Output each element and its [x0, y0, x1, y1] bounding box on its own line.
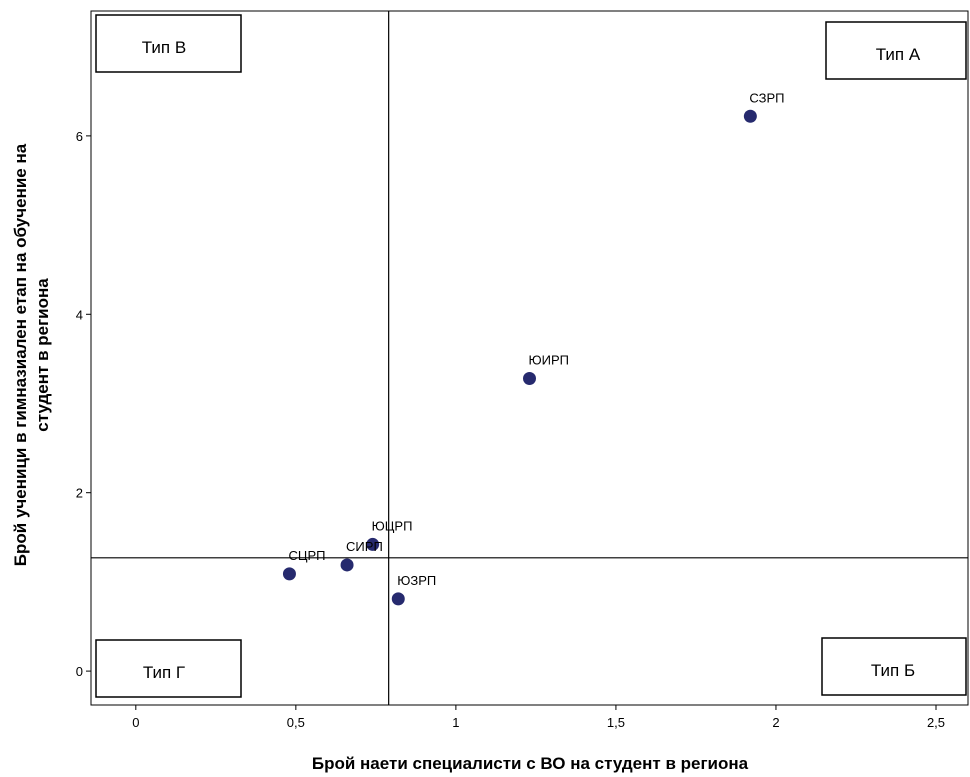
quadrant-box-bottom-right: Тип Б — [821, 637, 967, 696]
point-label: ЮЦРП — [372, 518, 413, 533]
x-tick-label: 0 — [132, 715, 139, 730]
quadrant-box-bottom-left: Тип Г — [95, 639, 242, 698]
y-tick-label: 6 — [76, 129, 83, 144]
x-tick-label: 1 — [452, 715, 459, 730]
x-tick-label: 1,5 — [607, 715, 625, 730]
y-axis-title-line-1: Брой ученици в гимназиален етап на обуче… — [11, 143, 30, 566]
quadrant-label-type-v: Тип В — [142, 38, 186, 57]
x-axis-title: Брой наети специалисти с ВО на студент в… — [312, 754, 749, 773]
point-label: СЗРП — [749, 90, 784, 105]
point-label: ЮИРП — [529, 353, 570, 368]
quadrant-label-type-g: Тип Г — [143, 663, 185, 682]
y-tick-label: 0 — [76, 664, 83, 679]
y-tick-label: 4 — [76, 307, 83, 322]
point-label: СЦРП — [288, 548, 325, 563]
data-point — [743, 109, 757, 123]
data-point — [523, 372, 536, 386]
quadrant-label-type-b: Тип Б — [871, 661, 915, 680]
x-tick-label: 2 — [772, 715, 779, 730]
data-point — [340, 558, 354, 572]
plot-frame — [90, 10, 969, 706]
data-point — [366, 537, 380, 551]
x-tick-label: 0,5 — [287, 715, 305, 730]
quadrant-box-top-right: Тип А — [825, 21, 967, 80]
data-point — [391, 592, 405, 606]
y-tick-label: 2 — [76, 486, 83, 501]
point-label: СИРП — [346, 539, 383, 554]
point-label: ЮЗРП — [397, 573, 436, 588]
y-axis-title-line-2: студент в региона — [33, 278, 52, 432]
plot-area: 0 0,5 1 1,5 2 2,5 0 2 4 6 СЗРП ЮИРП ЮЦРП СЦРП СИРП ЮЗРП — [76, 10, 969, 730]
x-tick-label: 2,5 — [927, 715, 945, 730]
quadrant-label-type-a: Тип А — [876, 45, 921, 64]
quadrant-box-top-left: Тип В — [95, 14, 242, 73]
data-point — [282, 567, 296, 581]
